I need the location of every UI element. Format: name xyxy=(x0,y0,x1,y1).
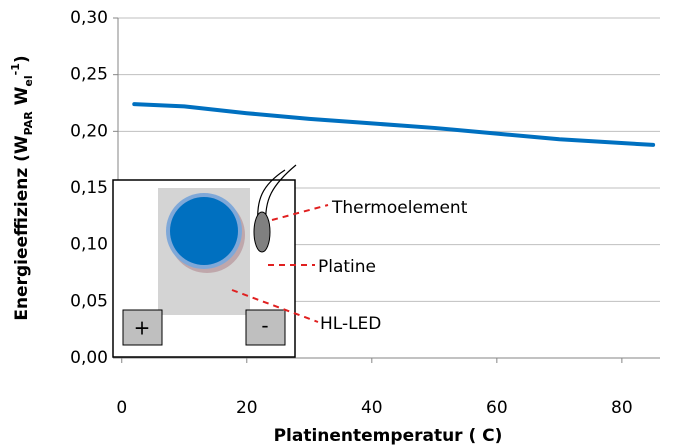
x-axis-label: Platinentemperatur ( C) xyxy=(274,426,503,446)
y-tick-label: 0,30 xyxy=(70,8,108,28)
y-tick-label: 0,20 xyxy=(70,121,108,141)
minus-label: - xyxy=(261,314,268,338)
x-tick-label: 0 xyxy=(116,398,127,418)
x-tick-label: 60 xyxy=(486,398,508,418)
annotation: Platine xyxy=(318,257,376,277)
annotation: Thermoelement xyxy=(331,198,468,218)
led xyxy=(170,197,238,265)
y-tick-label: 0,15 xyxy=(70,178,108,198)
x-tick-label: 40 xyxy=(361,398,383,418)
chart: 0,00 0,05 0,10 0,15 0,20 0,25 0,30 0 20 40 60 80 Pl… xyxy=(0,0,681,447)
y-tick-label: 0,25 xyxy=(70,65,108,85)
y-tick-label: 0,00 xyxy=(70,348,108,368)
inset-diagram: + - Thermoelement Platine HL-LED xyxy=(113,165,468,357)
y-axis-label: Energieeffizienz (WPAR Wel-1) xyxy=(9,55,35,320)
x-tick-label: 80 xyxy=(611,398,633,418)
thermocouple xyxy=(254,212,270,252)
y-axis-label-part: el xyxy=(22,75,35,86)
y-axis-label-part: PAR xyxy=(22,111,35,136)
y-tick-label: 0,10 xyxy=(70,235,108,255)
annotation: HL-LED xyxy=(320,314,381,334)
plus-label: + xyxy=(134,316,151,340)
y-axis-label-part: W xyxy=(12,86,32,111)
y-axis-label-part: ) xyxy=(12,55,32,63)
y-axis-label-part: -1 xyxy=(9,63,22,75)
x-tick-label: 20 xyxy=(236,398,258,418)
y-tick-label: 0,05 xyxy=(70,291,108,311)
y-axis-label-part: Energieeffizienz (W xyxy=(12,135,32,321)
series-line xyxy=(134,104,653,145)
